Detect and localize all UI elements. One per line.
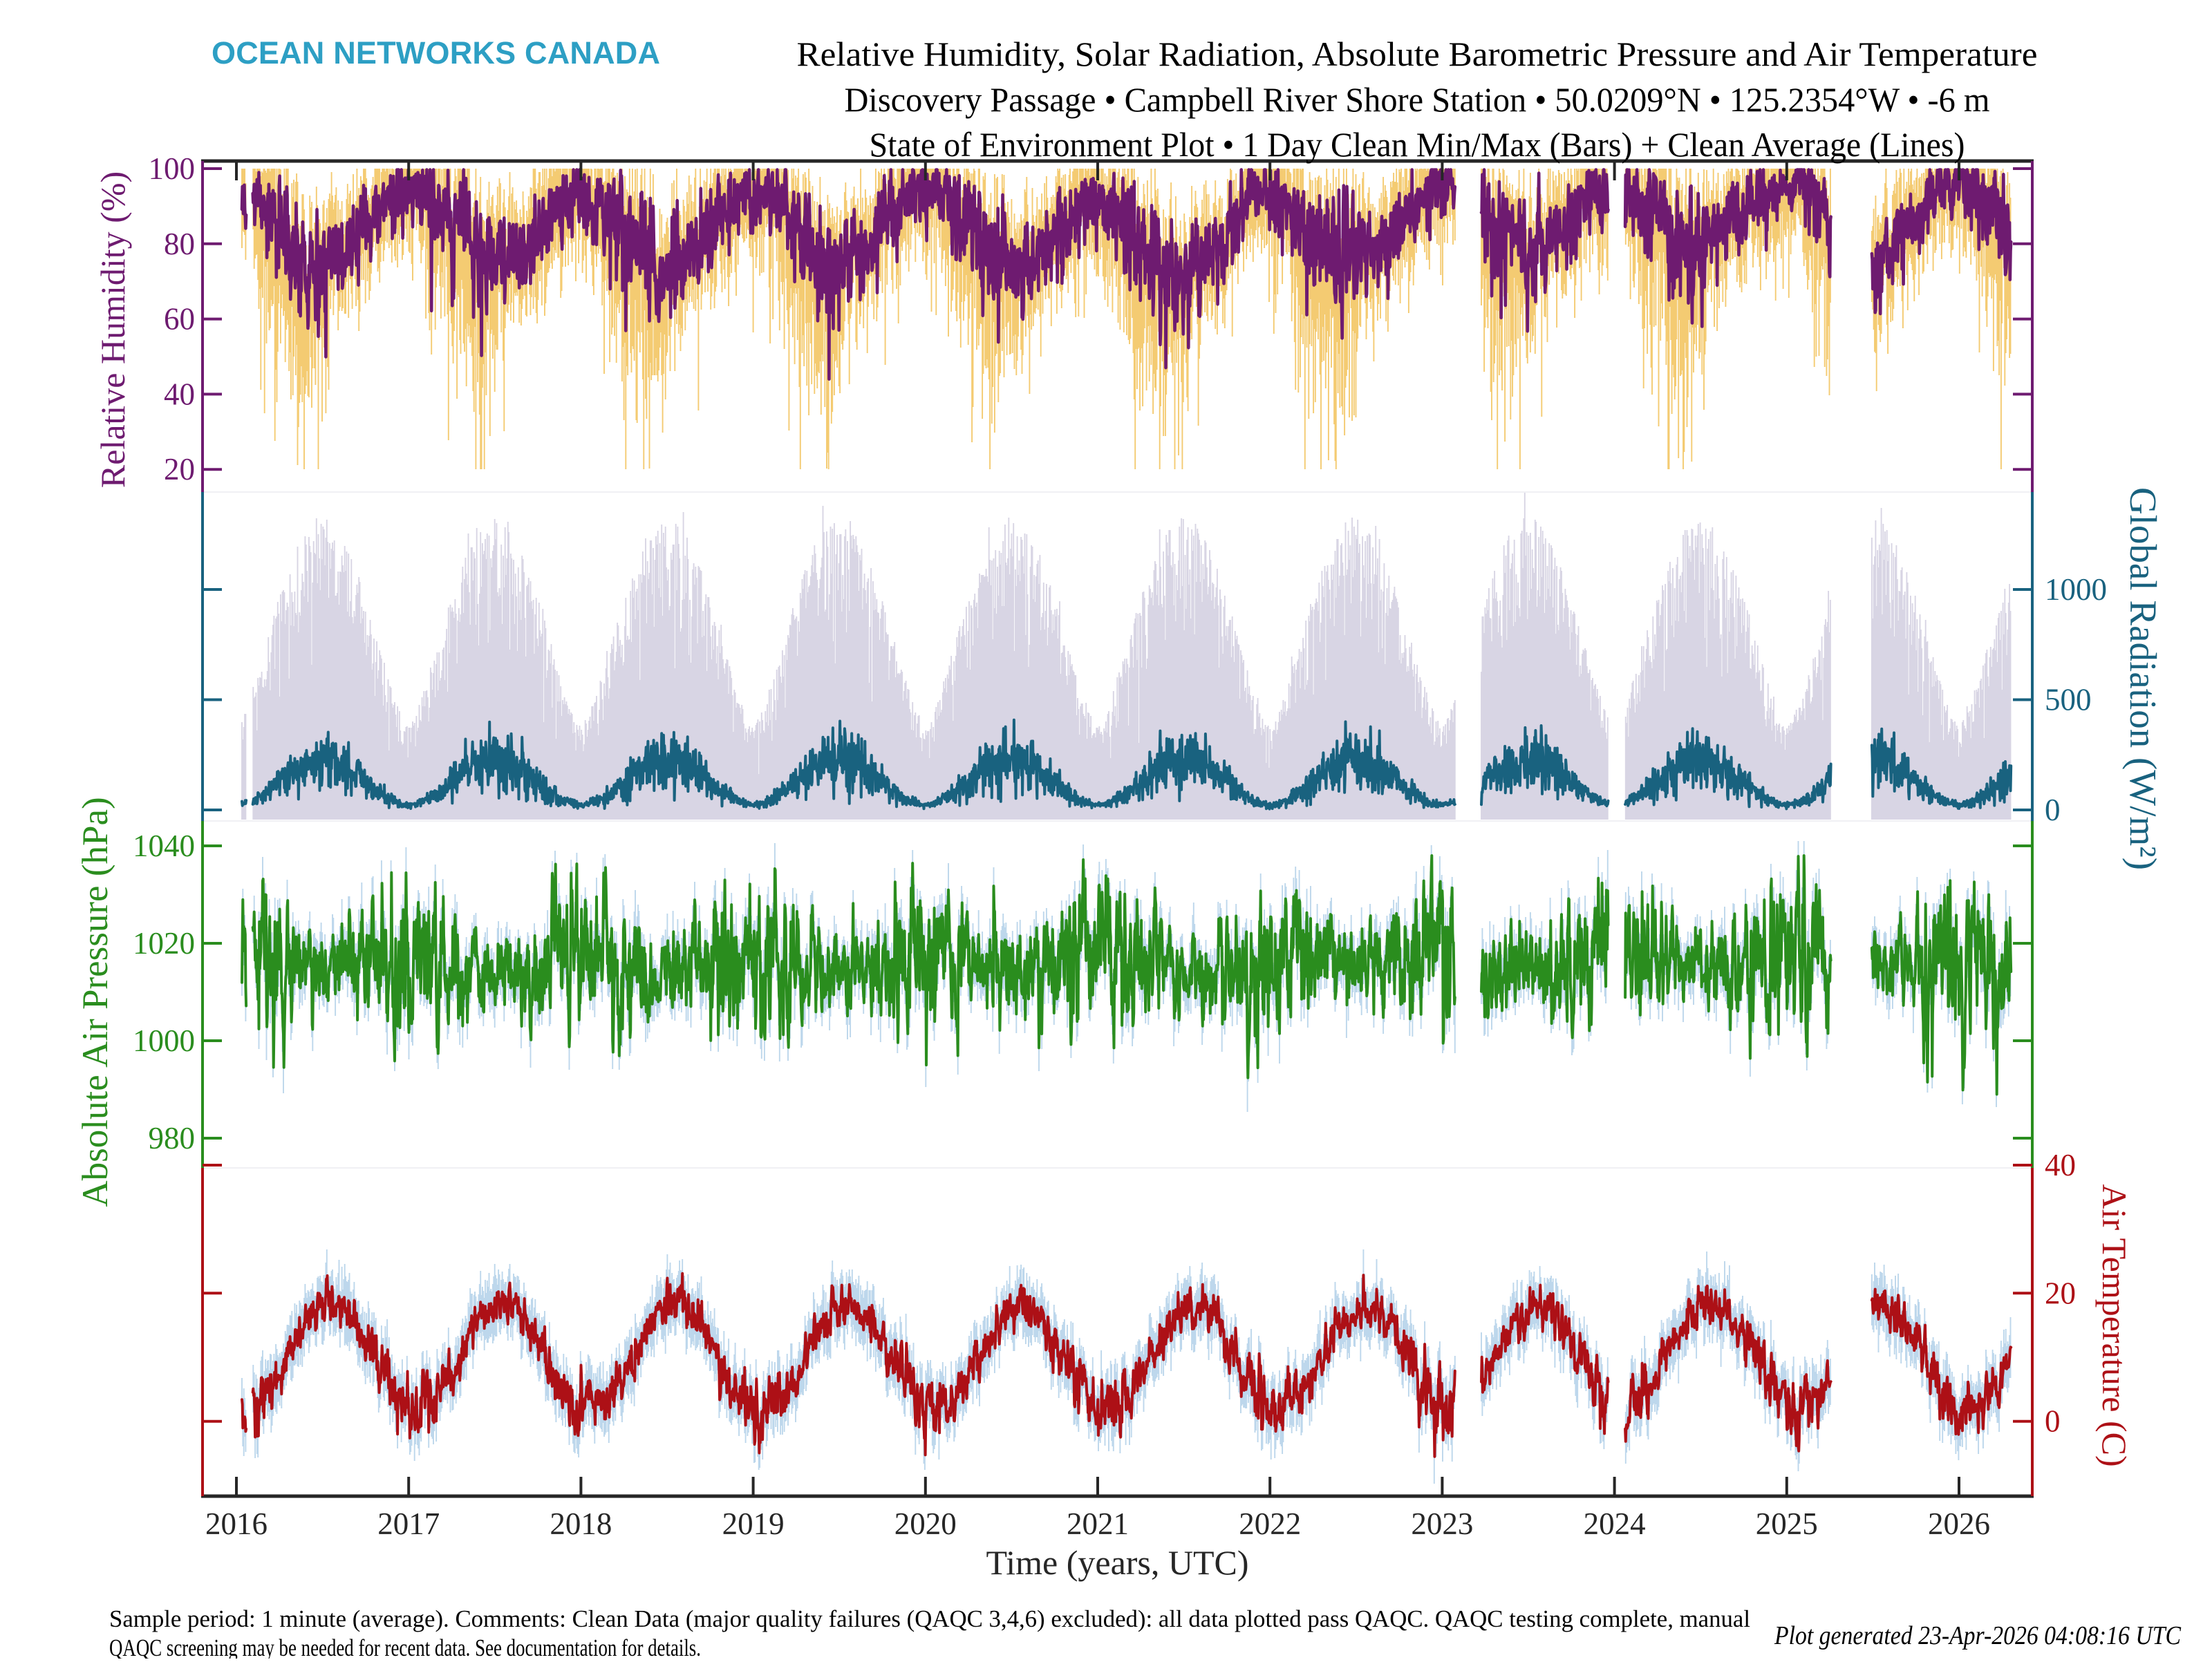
svg-text:2026: 2026 bbox=[1928, 1507, 1990, 1541]
svg-text:60: 60 bbox=[164, 302, 195, 337]
svg-text:2022: 2022 bbox=[1239, 1507, 1301, 1541]
svg-text:OCEAN NETWORKS CANADA: OCEAN NETWORKS CANADA bbox=[212, 35, 660, 70]
svg-text:0: 0 bbox=[2045, 1404, 2061, 1439]
svg-text:500: 500 bbox=[2045, 683, 2092, 717]
svg-text:2023: 2023 bbox=[1411, 1507, 1473, 1541]
svg-text:2019: 2019 bbox=[722, 1507, 785, 1541]
svg-text:Sample period: 1 minute (avera: Sample period: 1 minute (average). Comme… bbox=[109, 1605, 1750, 1632]
svg-text:2024: 2024 bbox=[1584, 1507, 1646, 1541]
svg-text:Discovery Passage • Campbell R: Discovery Passage • Campbell River Shore… bbox=[845, 80, 1990, 119]
svg-text:QAQC screening may be needed f: QAQC screening may be needed for recent … bbox=[109, 1634, 701, 1659]
svg-text:2017: 2017 bbox=[377, 1507, 440, 1541]
svg-text:20: 20 bbox=[2045, 1276, 2076, 1310]
svg-text:Relative Humidity, Solar Radia: Relative Humidity, Solar Radiation, Abso… bbox=[797, 35, 2038, 73]
svg-text:20: 20 bbox=[164, 452, 195, 487]
svg-text:2016: 2016 bbox=[205, 1507, 268, 1541]
svg-text:980: 980 bbox=[149, 1121, 196, 1155]
svg-text:0: 0 bbox=[2045, 793, 2061, 827]
svg-text:Relative Humidity (%): Relative Humidity (%) bbox=[93, 171, 132, 488]
svg-text:2025: 2025 bbox=[1756, 1507, 1818, 1541]
svg-text:1000: 1000 bbox=[133, 1023, 195, 1058]
svg-text:1000: 1000 bbox=[2045, 572, 2107, 607]
svg-text:2020: 2020 bbox=[894, 1507, 957, 1541]
svg-text:2018: 2018 bbox=[550, 1507, 612, 1541]
svg-text:80: 80 bbox=[164, 227, 195, 261]
svg-text:40: 40 bbox=[164, 377, 195, 411]
svg-text:2021: 2021 bbox=[1067, 1507, 1129, 1541]
svg-text:Time (years, UTC): Time (years, UTC) bbox=[986, 1543, 1248, 1582]
svg-text:State of Environment Plot • 1: State of Environment Plot • 1 Day Clean … bbox=[870, 125, 1965, 164]
svg-text:Absolute Air Pressure (hPa): Absolute Air Pressure (hPa) bbox=[75, 797, 115, 1207]
svg-text:40: 40 bbox=[2045, 1148, 2076, 1182]
svg-text:Global Radiation (W/m²): Global Radiation (W/m²) bbox=[2122, 487, 2164, 870]
svg-text:Plot generated 23-Apr-2026 04:: Plot generated 23-Apr-2026 04:08:16 UTC bbox=[1774, 1621, 2181, 1650]
svg-text:Air Temperature (C): Air Temperature (C) bbox=[2095, 1184, 2134, 1466]
svg-text:1020: 1020 bbox=[133, 926, 195, 961]
svg-text:1040: 1040 bbox=[133, 829, 195, 863]
svg-text:100: 100 bbox=[149, 151, 196, 186]
